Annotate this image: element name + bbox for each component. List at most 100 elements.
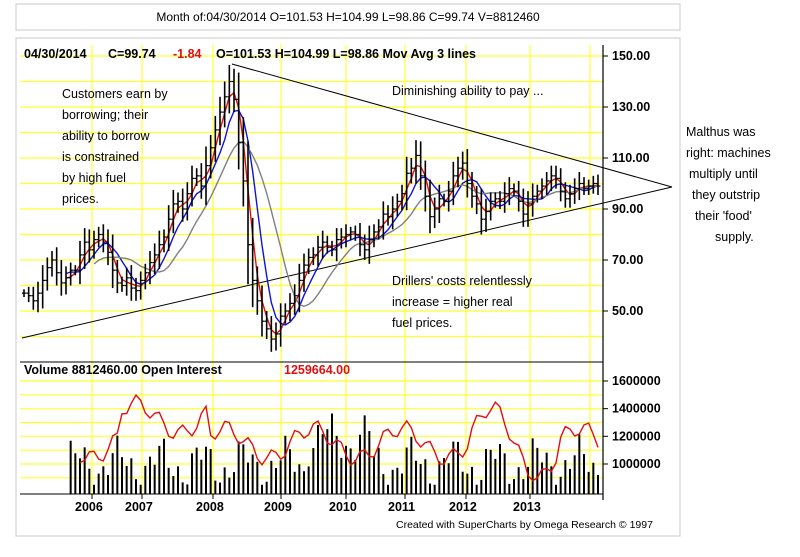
price-bar (92, 230, 97, 259)
price-bar (255, 266, 260, 315)
price-bar (348, 226, 354, 240)
price-bar (540, 178, 545, 199)
price-bar (418, 141, 424, 190)
price-bar (512, 183, 517, 197)
price-bar (204, 146, 209, 206)
info-ohlc: O=101.53 H=104.99 L=98.86 Mov Avg 3 line… (216, 47, 476, 61)
price-bar (456, 156, 461, 188)
price-bar (110, 234, 116, 289)
annotation-line: their 'food' (695, 209, 752, 223)
volume-tick-label: 1200000 (612, 429, 661, 443)
info-close: C=99.74 (108, 47, 156, 61)
price-bar (367, 225, 372, 264)
info-change: -1.84 (173, 47, 202, 61)
price-bar (50, 251, 55, 277)
price-bar (446, 180, 452, 212)
price-bar (64, 266, 69, 295)
info-date: 04/30/2014 (24, 47, 87, 61)
annotation-line: prices. (62, 192, 99, 206)
price-bar (395, 193, 400, 217)
price-bar (31, 286, 36, 310)
price-bar (376, 219, 382, 240)
volume-label: Volume 8812460.00 Open Interest (24, 363, 223, 377)
annotation-line: multiply until (689, 167, 758, 181)
annotation-line: supply. (715, 230, 754, 244)
price-bar (516, 180, 522, 212)
price-bar (339, 228, 344, 249)
price-bar (59, 260, 64, 296)
title-bar (15, 3, 681, 31)
price-bar (414, 140, 419, 184)
trend-lines (21, 63, 673, 339)
price-bar (390, 196, 396, 230)
price-bar (488, 192, 494, 221)
annotation-malthus: Malthus was right: machines multiply unt… (686, 125, 774, 244)
price-bar (45, 257, 50, 291)
price-bar (166, 205, 172, 252)
annotation-line: Customers earn by (62, 87, 168, 101)
price-tick-label: 90.00 (612, 202, 643, 216)
price-bar (479, 188, 484, 235)
price-bar (22, 289, 27, 297)
price-bar (120, 276, 125, 292)
price-bar (554, 165, 559, 189)
annotation-line: by high fuel (62, 171, 126, 185)
price-bar (232, 68, 237, 113)
price-bar (526, 191, 531, 227)
price-bar (246, 141, 251, 285)
price-bar (302, 253, 307, 292)
price-bar (264, 311, 270, 340)
price-tick-label: 150.00 (612, 49, 650, 63)
price-bar (568, 184, 573, 208)
price-bar (311, 247, 316, 266)
annotation-line: right: machines (686, 146, 771, 160)
price-bar (194, 168, 200, 187)
price-bar (227, 64, 232, 114)
price-bar (269, 316, 274, 352)
annotation-diminishing: Diminishing ability to pay ... (392, 84, 543, 98)
price-bar (82, 228, 88, 269)
annotation-line: increase = higher real (392, 295, 513, 309)
price-bar (115, 260, 120, 294)
price-bar (297, 263, 302, 313)
annotation-line: they outstrip (692, 188, 760, 202)
price-bar (358, 223, 363, 257)
price-bar (87, 229, 92, 263)
price-tick-label: 70.00 (612, 253, 643, 267)
year-tick-label: 2011 (388, 500, 415, 514)
price-bar (362, 234, 368, 260)
price-tick-label: 130.00 (612, 100, 650, 114)
price-bar (582, 177, 587, 195)
annotation-line: Malthus was (686, 125, 755, 139)
year-ticks: 2006 2007 2008 2009 2010 2011 2012 2013 (75, 494, 541, 514)
price-bar (292, 284, 298, 315)
price-bar (451, 161, 456, 206)
price-bar (596, 174, 601, 195)
open-interest-line (79, 393, 599, 482)
price-bar (330, 240, 335, 257)
annotation-customers: Customers earn by borrowing; their abili… (62, 87, 171, 206)
annotation-line: ability to borrow (62, 129, 151, 143)
price-bar (535, 184, 540, 203)
price-bar (143, 263, 148, 290)
year-tick-label: 2009 (264, 500, 292, 514)
price-bar (138, 271, 144, 300)
price-bar (218, 96, 223, 146)
price-bar (381, 201, 386, 240)
year-tick-label: 2008 (196, 500, 224, 514)
price-bar (106, 229, 111, 266)
price-bar (222, 81, 228, 128)
price-bar (320, 230, 326, 259)
price-bar (190, 165, 195, 207)
price-tick-label: 50.00 (612, 304, 643, 318)
volume-bars (69, 413, 599, 494)
price-bar (283, 303, 288, 324)
annotation-drillers: Drillers' costs relentlessly increase = … (392, 274, 535, 330)
price-bar (274, 322, 279, 351)
price-bar (26, 286, 32, 303)
price-bar (353, 225, 358, 241)
price-bar (558, 168, 564, 202)
price-bar (208, 135, 214, 179)
price-bar (176, 192, 181, 213)
price-bar (428, 179, 433, 234)
